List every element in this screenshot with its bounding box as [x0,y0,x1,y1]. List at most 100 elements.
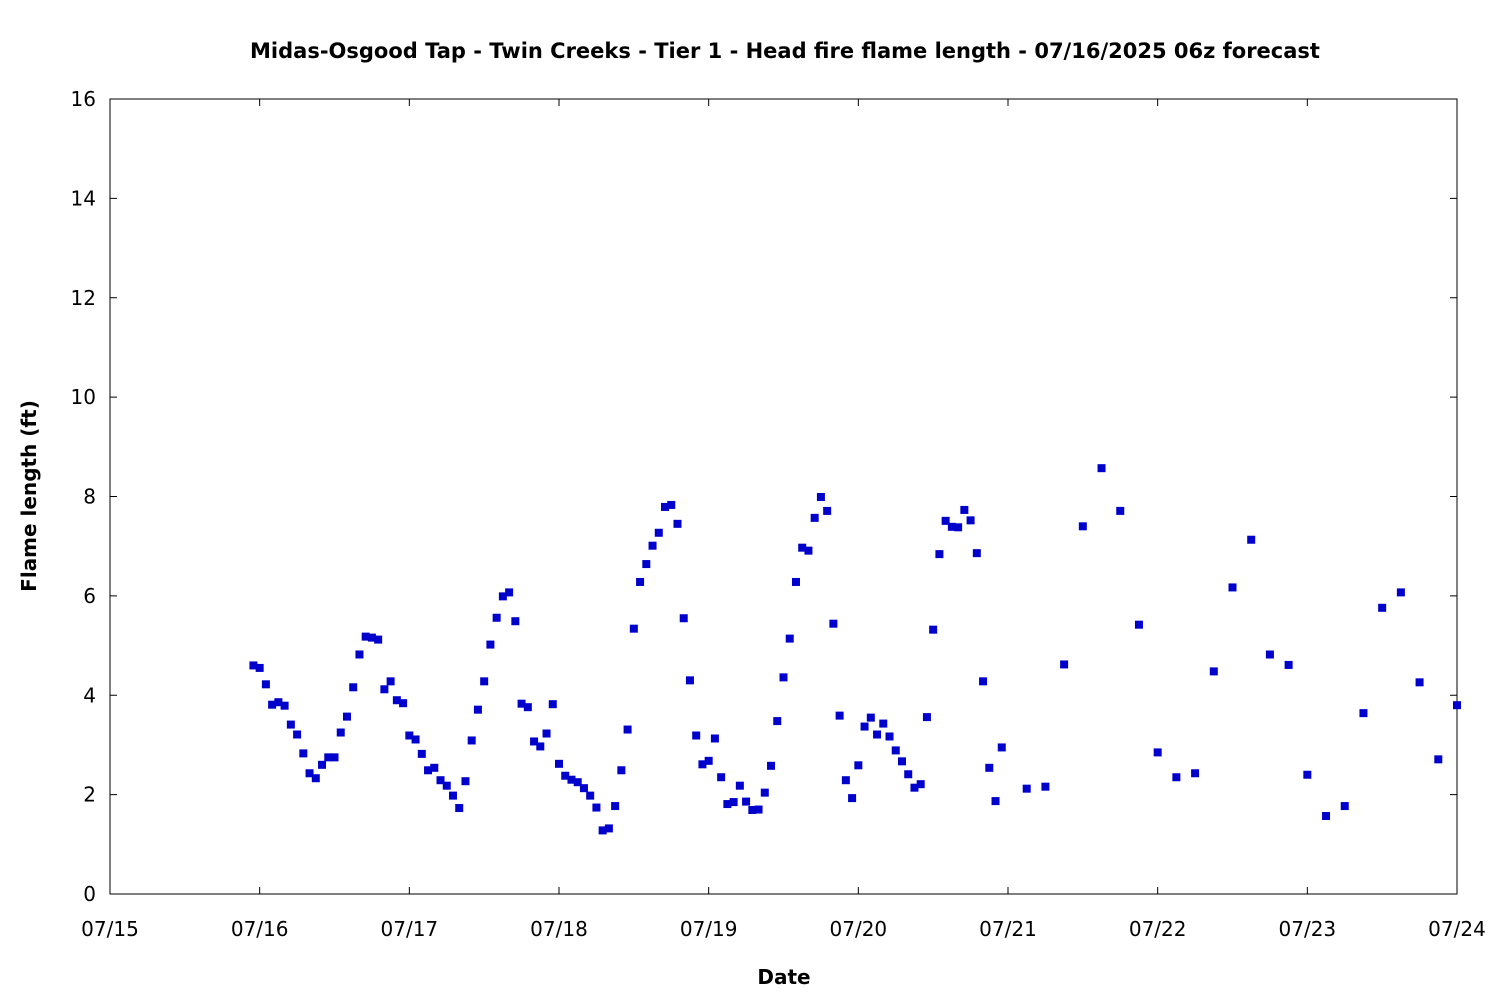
data-point [492,613,501,622]
data-point [342,712,351,721]
data-point [785,634,794,643]
data-point [829,619,838,628]
x-tick-label: 07/17 [381,917,439,941]
data-point [979,677,988,686]
data-point [1228,583,1237,592]
data-point [698,760,707,769]
data-point [386,677,395,686]
data-point [935,550,944,559]
data-point [542,729,551,738]
data-point [667,500,676,509]
data-point [461,777,470,786]
data-point [1097,464,1106,473]
data-point [355,650,364,659]
data-point [1303,770,1312,779]
data-point [1359,709,1368,718]
data-point [361,632,370,641]
data-point [536,742,545,751]
data-point [985,763,994,772]
x-tick-label: 07/24 [1428,917,1486,941]
data-point [692,731,701,740]
data-point [891,746,900,755]
x-axis-label: Date [757,965,810,989]
data-point [555,759,563,768]
data-point [1041,782,1050,791]
data-point [879,719,888,728]
data-point [885,732,894,741]
x-tick-label: 07/22 [1129,917,1187,941]
data-point [1378,603,1387,612]
data-point [255,663,264,672]
data-point [567,775,576,784]
data-point [442,781,451,790]
data-point [897,757,906,766]
data-point [685,676,694,685]
data-point [511,617,520,626]
x-tick-label: 07/16 [231,917,289,941]
data-point [598,826,607,835]
data-point [1453,701,1461,710]
data-point [1153,748,1162,757]
y-tick-label: 14 [71,186,96,210]
data-point [467,736,476,745]
x-tick-label: 07/19 [680,917,738,941]
data-point [1134,620,1143,629]
data-point [293,730,302,739]
data-point [636,577,645,586]
x-tick-label: 07/18 [530,917,588,941]
data-point [779,673,788,682]
data-point [530,737,539,746]
data-point [505,588,514,597]
data-point [704,756,713,765]
data-point [1340,802,1349,811]
data-point [717,773,726,782]
data-point [249,661,258,670]
y-tick-label: 16 [71,87,96,111]
data-point [866,713,875,722]
data-point [673,519,682,528]
data-point [791,577,800,586]
data-point [480,677,489,686]
data-point [417,749,426,758]
data-point [586,791,595,800]
data-point [941,516,950,525]
data-point [374,635,383,644]
y-tick-label: 2 [83,783,96,807]
data-point [748,806,757,815]
data-point [841,776,850,785]
data-point [679,614,688,623]
data-point [1434,755,1443,764]
data-point [916,780,925,789]
y-tick-label: 0 [83,882,96,906]
data-point [318,760,327,769]
y-tick-label: 6 [83,584,96,608]
data-point [804,546,813,555]
data-point [848,794,857,803]
data-point [486,640,495,649]
data-point [710,734,719,743]
data-point [642,560,651,569]
data-point [910,783,919,792]
data-point [798,543,807,552]
data-point [835,711,844,720]
data-point [735,781,744,790]
data-point [1322,811,1331,820]
data-point [723,800,732,809]
data-point [405,731,414,740]
data-point [1396,588,1405,597]
y-tick-label: 10 [71,385,96,409]
data-point [592,803,601,812]
y-tick-label: 8 [83,485,96,509]
data-point [810,513,819,522]
data-point [448,791,457,800]
data-point [960,505,969,514]
y-axis: 0 2 4 6 8 10 12 14 16 [71,87,1457,906]
y-axis-label: Flame length (ft) [17,400,41,592]
chart-title: Midas-Osgood Tap - Twin Creeks - Tier 1 … [250,39,1320,63]
data-point [611,802,620,811]
data-point [1247,535,1256,544]
data-point [436,776,445,785]
data-point [991,797,1000,806]
data-point [816,492,825,501]
